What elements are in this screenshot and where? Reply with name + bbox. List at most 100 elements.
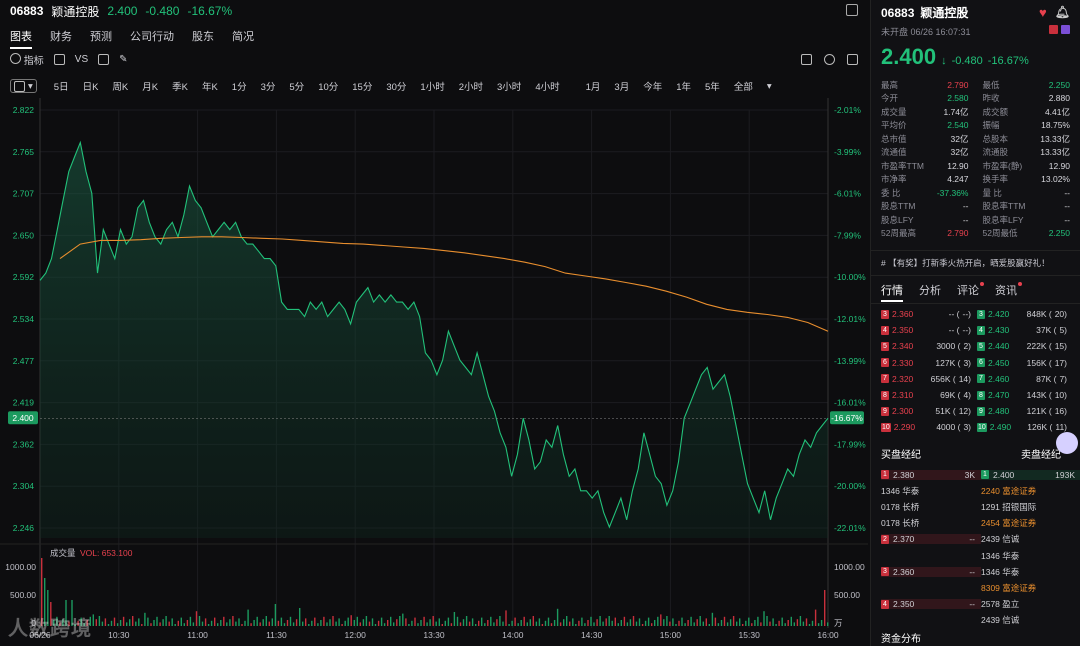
volume-bar: [320, 620, 322, 626]
ask-level[interactable]: 4 2.430 37K (5): [977, 325, 1073, 335]
level-price: 2.480: [988, 406, 1010, 417]
nav-tab[interactable]: 预测: [90, 31, 112, 43]
ask-level[interactable]: 6 2.450 156K (17): [977, 358, 1073, 368]
ask-level[interactable]: 3 2.420 848K (20): [977, 309, 1073, 319]
bell-icon[interactable]: 🔔︎: [1054, 5, 1070, 19]
level-number: 1: [881, 470, 889, 480]
period-button[interactable]: 15分: [352, 82, 373, 93]
stat-value: 2.540: [947, 120, 969, 131]
buy-broker-cell[interactable]: 0178 长桥: [881, 501, 981, 513]
period-button[interactable]: 周K: [112, 82, 129, 93]
camera-icon[interactable]: [801, 53, 812, 65]
rectangle-icon[interactable]: [53, 53, 65, 65]
stat-key: 52周最低: [982, 228, 1018, 239]
nav-tab[interactable]: 财务: [50, 31, 72, 43]
sell-broker-cell[interactable]: 2439 信诚: [981, 533, 1080, 545]
bid-level[interactable]: 6 2.330 127K (3): [881, 358, 977, 368]
period-button[interactable]: 1分: [231, 82, 247, 93]
sell-broker-cell[interactable]: 8309 富途证券: [981, 582, 1080, 594]
ask-level[interactable]: 7 2.460 87K (7): [977, 374, 1073, 384]
period-button[interactable]: 季K: [172, 82, 188, 93]
news-banner[interactable]: # 【有奖】打新季火热开启，晒爱股赢好礼！: [871, 250, 1080, 276]
sell-broker-cell[interactable]: 1346 华泰: [981, 566, 1080, 578]
ask-level[interactable]: 5 2.440 222K (15): [977, 341, 1073, 351]
level-price: 2.360: [892, 309, 914, 320]
bid-level[interactable]: 8 2.310 69K (4): [881, 390, 977, 400]
buy-broker-cell[interactable]: 3 2.360 --: [881, 566, 981, 577]
ask-level[interactable]: 8 2.470 143K (10): [977, 390, 1073, 400]
volume-bar: [447, 617, 450, 626]
period-button[interactable]: 5分: [289, 82, 305, 93]
buy-broker-cell[interactable]: 2 2.370 --: [881, 534, 981, 545]
draw-icon[interactable]: ✎: [119, 53, 128, 65]
sell-broker-cell[interactable]: 2240 富途证券: [981, 485, 1080, 497]
volume-tick-label-right: 500.00: [834, 590, 860, 600]
bid-level[interactable]: 4 2.350 -- (--): [881, 325, 977, 335]
bid-level[interactable]: 9 2.300 51K (12): [881, 406, 977, 416]
chart-type-select[interactable]: ▾: [10, 79, 37, 93]
buy-broker-cell[interactable]: 1346 华泰: [881, 485, 981, 497]
period-button[interactable]: 2小时: [458, 82, 484, 93]
ask-level[interactable]: 10 2.490 126K (11): [977, 422, 1073, 432]
settings-icon[interactable]: [824, 53, 835, 65]
sell-broker-cell[interactable]: 2439 信诚: [981, 614, 1080, 626]
period-button[interactable]: 5年: [705, 82, 720, 93]
bid-level[interactable]: 10 2.290 4000 (3): [881, 422, 977, 432]
buy-broker-cell[interactable]: 4 2.350 --: [881, 599, 981, 610]
favorite-icon[interactable]: ♥: [1039, 5, 1047, 20]
nav-tab[interactable]: 股东: [192, 31, 214, 43]
period-button[interactable]: 年K: [201, 82, 218, 93]
right-tab[interactable]: 行情: [881, 282, 903, 302]
right-tab[interactable]: 分析: [919, 285, 941, 297]
period-button[interactable]: 3小时: [497, 82, 522, 93]
period-button[interactable]: 30分: [386, 82, 407, 93]
assistant-icon[interactable]: [1056, 432, 1078, 454]
vs-button[interactable]: VS: [74, 53, 89, 65]
fullscreen-icon[interactable]: [847, 53, 858, 65]
buy-broker-cell[interactable]: 0178 长桥: [881, 517, 981, 529]
period-button[interactable]: 日K: [82, 82, 99, 93]
grid-icon[interactable]: [98, 53, 110, 65]
period-button[interactable]: 10分: [318, 82, 339, 93]
nav-tab[interactable]: 简况: [232, 31, 254, 43]
header-price: 2.400: [107, 4, 138, 18]
period-button[interactable]: 3月: [614, 82, 630, 93]
chevron-down-icon[interactable]: ▾: [766, 80, 772, 92]
sell-broker-cell[interactable]: 1 2.400 193K: [981, 469, 1080, 480]
price-tick-label: 2.304: [13, 481, 35, 491]
fund-distribution-title[interactable]: 资金分布: [881, 634, 921, 645]
broker-row: 0178 长桥 2454 富途证券: [881, 515, 1070, 531]
period-button[interactable]: 4小时: [535, 82, 560, 93]
broker-volume: 3K: [964, 469, 975, 480]
sell-broker-cell[interactable]: 2578 盈立: [981, 598, 1080, 610]
nav-tab[interactable]: 公司行动: [130, 31, 174, 43]
period-button[interactable]: 1月: [585, 82, 601, 93]
right-tab[interactable]: 资讯: [995, 282, 1022, 303]
period-button[interactable]: 月K: [142, 82, 159, 93]
price-chart[interactable]: 2.822 -2.01% 2.765 -3.99% 2.707 -6.01% 2.650 -7…: [0, 98, 868, 646]
volume-bar: [77, 620, 79, 626]
volume-bar: [620, 620, 622, 626]
period-button[interactable]: 1小时: [420, 82, 445, 93]
sell-broker-cell[interactable]: 1291 招银国际: [981, 501, 1080, 513]
bid-level[interactable]: 7 2.320 656K (14): [881, 374, 977, 384]
period-button[interactable]: 全部: [733, 82, 753, 93]
volume-bar: [204, 618, 207, 626]
buy-broker-cell[interactable]: 1 2.380 3K: [881, 469, 981, 480]
period-button[interactable]: 今年: [643, 82, 663, 93]
bid-level[interactable]: 5 2.340 3000 (2): [881, 341, 977, 351]
indicator-button[interactable]: 指标: [10, 52, 44, 67]
ask-level[interactable]: 9 2.480 121K (16): [977, 406, 1073, 416]
sell-broker-cell[interactable]: 2454 富途证券: [981, 517, 1080, 529]
volume-bar: [590, 616, 592, 626]
period-button[interactable]: 5日: [53, 82, 69, 93]
sell-broker-cell[interactable]: 1346 华泰: [981, 550, 1080, 562]
level-count: 17): [1054, 357, 1067, 368]
right-tab[interactable]: 评论: [957, 282, 984, 303]
period-button[interactable]: 1年: [676, 82, 692, 93]
bid-level[interactable]: 3 2.360 -- (--): [881, 309, 977, 319]
period-button[interactable]: 3分: [260, 82, 276, 93]
collapse-icon[interactable]: [846, 4, 858, 16]
nav-tab[interactable]: 图表: [10, 28, 32, 49]
volume-bar: [426, 622, 428, 626]
